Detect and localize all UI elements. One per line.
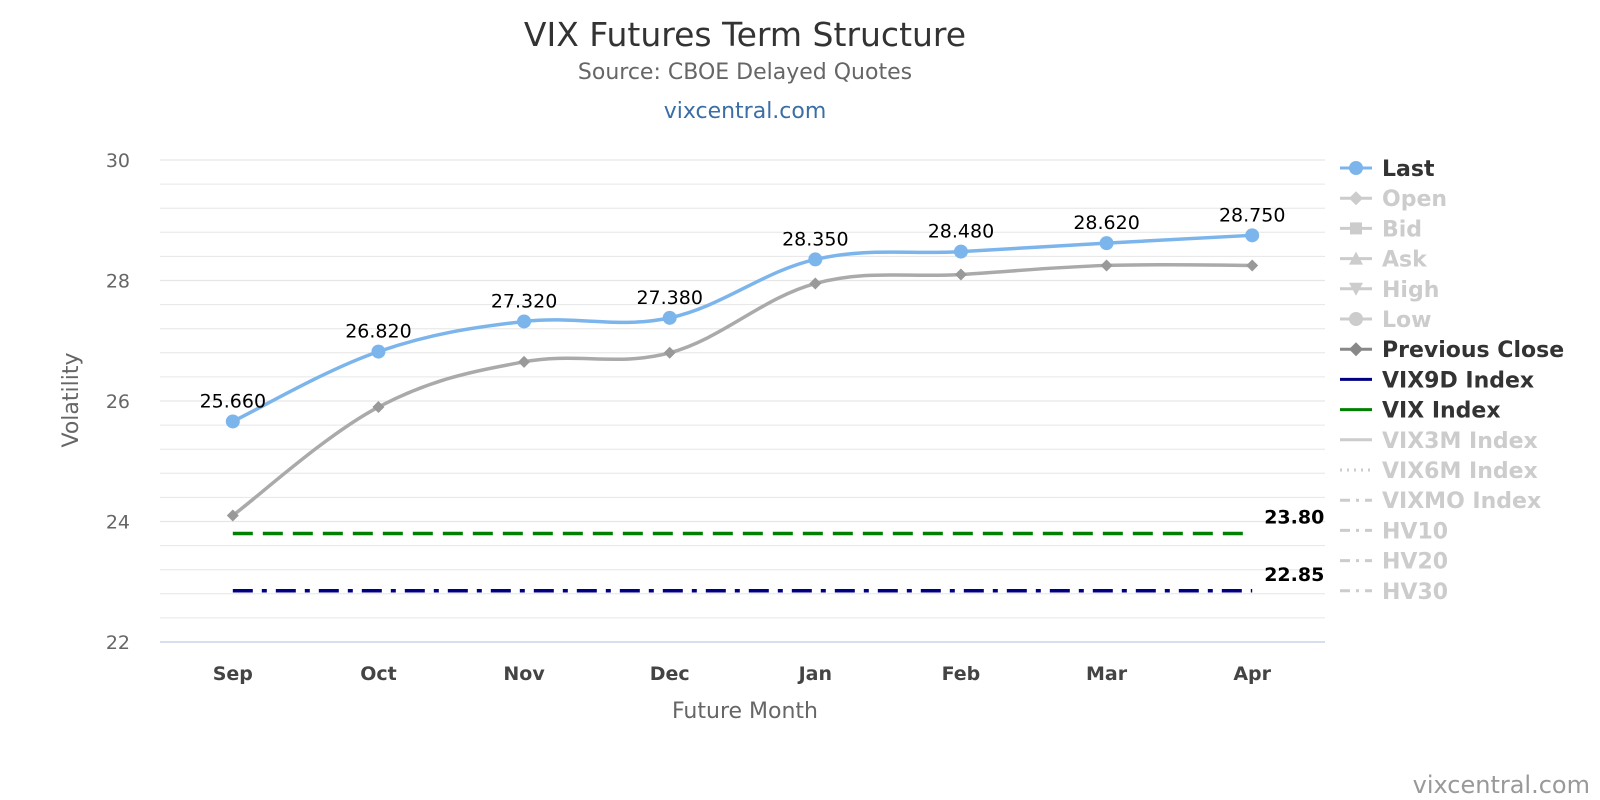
legend-label: High: [1382, 278, 1439, 303]
triangle-down-icon: [1349, 282, 1363, 296]
previous-close-point[interactable]: [663, 346, 676, 359]
y-tick-label: 24: [106, 512, 130, 534]
data-label: 26.820: [345, 321, 411, 343]
legend-item-hv10[interactable]: HV10: [1340, 519, 1448, 544]
previous-close-point[interactable]: [954, 268, 967, 281]
triangle-icon: [1349, 251, 1363, 265]
y-tick-label: 22: [106, 632, 130, 654]
legend-label: Last: [1382, 157, 1435, 182]
last-point[interactable]: [1099, 236, 1114, 251]
last-point[interactable]: [371, 344, 386, 359]
previous-close-point[interactable]: [1100, 259, 1113, 272]
legend-label: VIX9D Index: [1382, 368, 1534, 393]
diamond-icon: [1349, 191, 1363, 206]
legend-item-vix6m-index[interactable]: VIX6M Index: [1340, 459, 1538, 484]
legend-label: VIX Index: [1382, 399, 1501, 424]
legend-item-low[interactable]: Low: [1340, 308, 1431, 333]
legend-item-ask[interactable]: Ask: [1340, 248, 1428, 273]
data-label: 27.380: [636, 287, 702, 309]
plot-area: 25.660 26.820 27.320 27.380 28.350 28.480 28.6…: [200, 204, 1324, 593]
x-tick-label: Mar: [1086, 663, 1128, 685]
legend-item-vix3m-index[interactable]: VIX3M Index: [1340, 429, 1538, 454]
legend: Last Open Bid Ask High Low Previous Close VIX9D…: [1340, 157, 1564, 605]
legend-label: HV10: [1382, 519, 1448, 544]
legend-label: Low: [1382, 308, 1431, 333]
circle-icon: [1349, 312, 1363, 326]
series-line-last[interactable]: [232, 233, 1253, 424]
legend-label: VIXMO Index: [1382, 489, 1541, 514]
legend-label: Ask: [1382, 248, 1428, 273]
x-axis-title: Future Month: [672, 699, 818, 724]
last-point[interactable]: [953, 244, 968, 259]
index-value-label: 22.85: [1264, 564, 1324, 586]
gridlines: [160, 159, 1325, 643]
y-axis-title: Volatility: [59, 352, 84, 447]
chart-subtitle: Source: CBOE Delayed Quotes: [578, 60, 912, 85]
circle-icon: [1349, 161, 1363, 175]
last-point[interactable]: [517, 314, 532, 329]
data-label: 28.480: [928, 221, 994, 243]
x-tick-label: Sep: [213, 663, 253, 685]
data-label: 27.320: [491, 290, 557, 312]
legend-label: HV20: [1382, 550, 1448, 575]
previous-close-point[interactable]: [809, 277, 822, 290]
legend-label: Previous Close: [1382, 338, 1564, 363]
legend-item-open[interactable]: Open: [1340, 187, 1447, 212]
series-line-previous-close[interactable]: [231, 262, 1253, 517]
previous-close-point[interactable]: [372, 401, 385, 414]
x-tick-label: Apr: [1233, 663, 1271, 685]
data-label: 28.350: [782, 228, 848, 250]
legend-item-last[interactable]: Last: [1340, 157, 1435, 182]
x-tick-label: Oct: [360, 663, 397, 685]
legend-label: Open: [1382, 187, 1447, 212]
axes: 22 24 26 28 30 Sep Oct Nov Dec Jan Feb Mar Apr: [106, 150, 1325, 685]
diamond-icon: [1349, 342, 1363, 357]
legend-item-hv30[interactable]: HV30: [1340, 580, 1448, 605]
last-point[interactable]: [1245, 228, 1260, 243]
x-tick-label: Nov: [503, 663, 545, 685]
y-tick-label: 30: [106, 150, 130, 172]
last-point[interactable]: [662, 310, 677, 325]
previous-close-point[interactable]: [518, 355, 531, 368]
x-tick-label: Feb: [942, 663, 981, 685]
last-point[interactable]: [808, 252, 823, 267]
legend-item-vix9d-index[interactable]: VIX9D Index: [1340, 368, 1534, 393]
legend-label: HV30: [1382, 580, 1448, 605]
square-icon: [1350, 222, 1362, 235]
data-label: 28.620: [1073, 212, 1139, 234]
x-tick-label: Dec: [650, 663, 690, 685]
last-point[interactable]: [225, 414, 240, 429]
data-label: 25.660: [200, 390, 266, 412]
legend-label: Bid: [1382, 217, 1422, 242]
legend-item-high[interactable]: High: [1340, 278, 1439, 303]
vixcentral-link[interactable]: vixcentral.com: [664, 99, 827, 124]
previous-close-point[interactable]: [1246, 259, 1259, 272]
legend-item-previous-close[interactable]: Previous Close: [1340, 338, 1564, 363]
legend-item-bid[interactable]: Bid: [1340, 217, 1422, 242]
legend-item-hv20[interactable]: HV20: [1340, 550, 1448, 575]
legend-item-vix-index[interactable]: VIX Index: [1340, 399, 1501, 424]
index-value-label: 23.80: [1264, 507, 1324, 529]
credits-link[interactable]: vixcentral.com: [1413, 771, 1590, 799]
previous-close-point[interactable]: [226, 509, 239, 522]
y-tick-label: 26: [106, 391, 130, 413]
legend-item-vixmo-index[interactable]: VIXMO Index: [1340, 489, 1541, 514]
chart-title: VIX Futures Term Structure: [524, 15, 966, 54]
legend-label: VIX3M Index: [1382, 429, 1538, 454]
y-tick-label: 28: [106, 271, 130, 293]
x-tick-label: Jan: [797, 663, 832, 685]
data-label: 28.750: [1219, 204, 1285, 226]
legend-label: VIX6M Index: [1382, 459, 1538, 484]
